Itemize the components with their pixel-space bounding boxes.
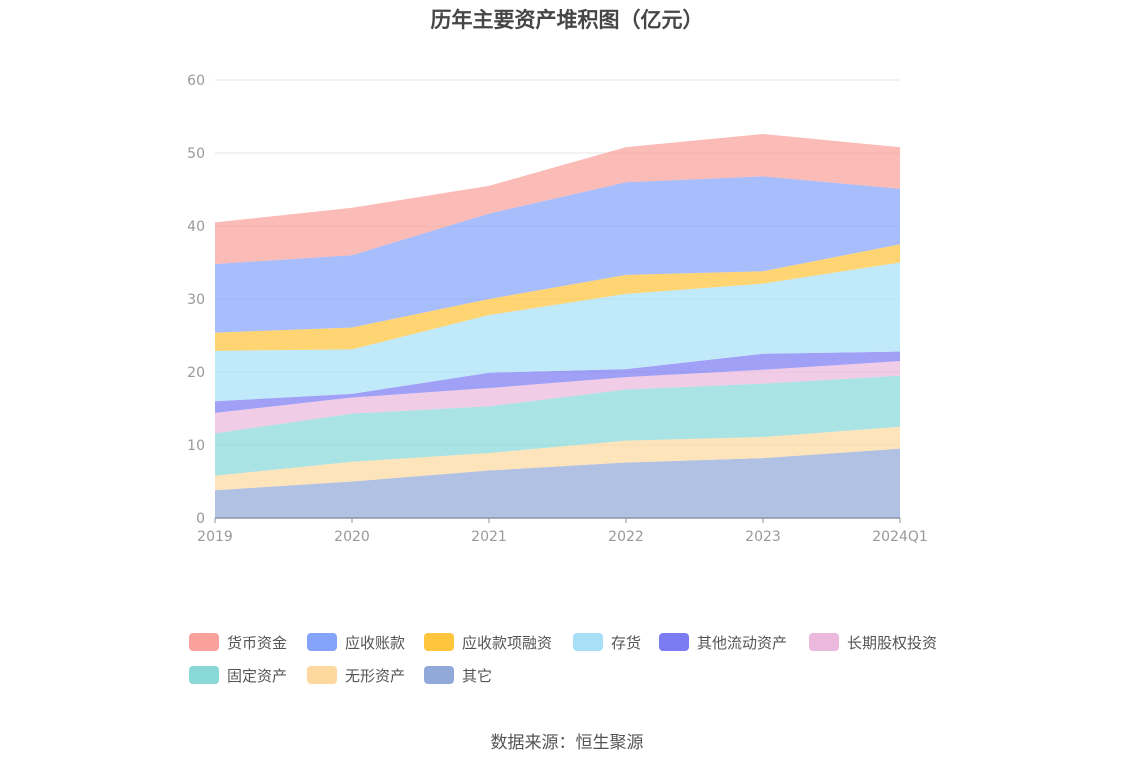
legend-item[interactable]: 货币资金 [189,630,287,654]
legend-label: 其它 [462,666,493,685]
legend-item[interactable]: 其它 [424,663,492,687]
legend-label: 应收款项融资 [462,633,553,652]
area-series-1 [215,448,900,518]
legend-item[interactable]: 固定资产 [189,663,287,687]
x-tick-label: 2023 [745,529,781,545]
x-tick-label: 2019 [197,529,233,545]
legend-swatch [809,633,839,651]
area-series-3 [215,375,900,476]
legend-swatch [573,633,603,651]
legend-label: 货币资金 [227,633,288,652]
area-series-2 [215,426,900,491]
legend-label: 固定资产 [227,666,288,685]
legend-label: 其他流动资产 [697,633,788,652]
axes: 0 10 20 30 40 50 60 2019 2020 2021 2022 2023 2024Q1 [187,73,928,545]
area-series-4 [215,361,900,434]
y-tick-label: 30 [187,292,205,308]
x-tick-label: 2024Q1 [872,529,928,545]
legend-swatch [307,666,337,684]
legend-item[interactable]: 存货 [573,630,641,654]
area-series-5 [215,351,900,413]
legend-item[interactable]: 无形资产 [307,663,405,687]
y-tick-label: 20 [187,365,205,381]
area-series [215,134,900,518]
stacked-area-chart: 0 10 20 30 40 50 60 2019 2020 2021 2022 2023 2024Q1 [187,73,928,545]
chart-title: 历年主要资产堆积图（亿元） [430,8,704,32]
legend-swatch [424,633,454,651]
legend-item[interactable]: 长期股权投资 [809,630,937,654]
legend-swatch [424,666,454,684]
legend-label: 无形资产 [345,666,406,685]
legend-swatch [189,633,219,651]
area-series-8 [215,176,900,333]
x-tick-label: 2021 [471,529,507,545]
legend-item[interactable]: 应收账款 [307,630,405,654]
y-tick-label: 10 [187,438,205,454]
data-source: 数据来源：恒生聚源 [490,733,644,753]
y-tick-label: 0 [196,511,205,527]
y-tick-label: 50 [187,146,205,162]
legend-item[interactable]: 应收款项融资 [424,630,552,654]
area-series-7 [215,244,900,351]
x-tick-label: 2022 [608,529,644,545]
y-tick-label: 40 [187,219,205,235]
legend-item[interactable]: 其他流动资产 [659,630,787,654]
legend-label: 应收账款 [345,633,406,652]
area-series-9 [215,134,900,264]
legend-label: 长期股权投资 [847,633,938,652]
area-series-6 [215,262,900,402]
x-tick-label: 2020 [334,529,370,545]
legend-swatch [189,666,219,684]
y-tick-label: 60 [187,73,205,89]
legend-swatch [307,633,337,651]
legend-swatch [659,633,689,651]
legend-label: 存货 [611,633,642,652]
